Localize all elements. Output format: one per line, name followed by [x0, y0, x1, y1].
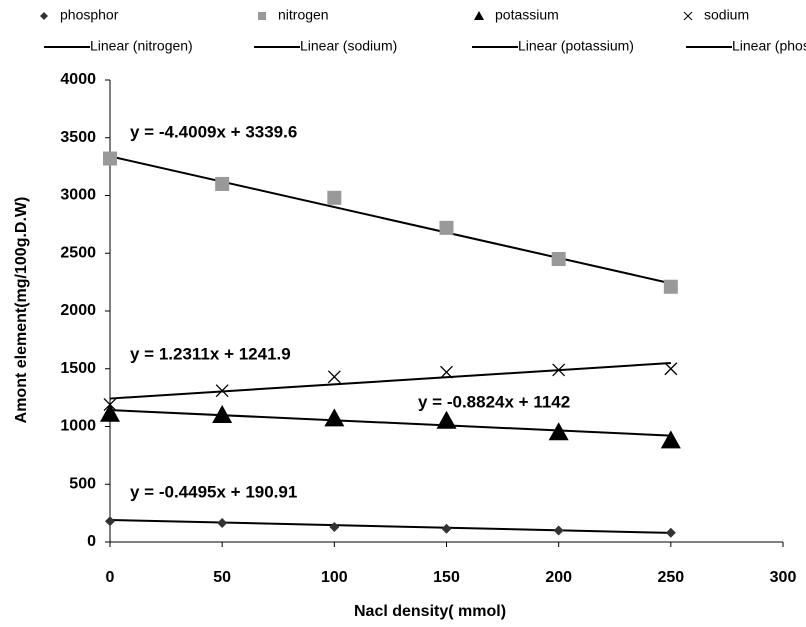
trendline [109, 362, 671, 400]
trendline [109, 155, 672, 285]
x-tick-label: 150 [433, 569, 460, 586]
trendline [109, 409, 671, 437]
x-tick-label: 50 [213, 569, 231, 586]
legend-label: phosphor [60, 7, 119, 23]
legend-label: nitrogen [278, 7, 329, 23]
data-point [103, 398, 117, 412]
legend-label: Linear (nitrogen) [90, 38, 193, 54]
data-point [553, 525, 564, 536]
y-tick-label: 0 [87, 533, 96, 550]
data-point [327, 190, 342, 205]
x-tick-label: 200 [545, 569, 572, 586]
data-point [324, 408, 345, 427]
legend-label: potassium [495, 7, 559, 23]
data-point [552, 363, 566, 377]
data-point [100, 403, 120, 422]
data-point [440, 365, 453, 379]
legend-label: Linear (phosphor) [732, 38, 806, 54]
x-axis-title: Nacl density( mmol) [354, 603, 506, 620]
data-point [436, 410, 457, 429]
data-point [327, 370, 341, 384]
data-point [441, 523, 452, 534]
data-point [548, 422, 569, 441]
x-tick-label: 300 [770, 569, 797, 586]
y-axis-title: Amont element(mg/100g.D.W) [13, 197, 30, 424]
y-tick-label: 1000 [60, 418, 96, 435]
data-point [551, 252, 566, 267]
data-point [329, 521, 340, 532]
data-point [215, 384, 229, 398]
data-point [663, 279, 678, 294]
x-tick-label: 0 [106, 569, 115, 586]
data-point [212, 404, 233, 423]
trendline-equation: y = -4.4009x + 3339.6 [130, 122, 297, 141]
data-point [665, 527, 676, 538]
legend-marker [40, 12, 48, 20]
y-tick-label: 4000 [60, 71, 96, 88]
trendline [109, 518, 671, 534]
y-tick-label: 2500 [60, 244, 96, 261]
data-point [217, 517, 228, 528]
data-point [215, 176, 230, 191]
y-tick-label: 3000 [60, 187, 96, 204]
data-point [103, 151, 117, 166]
y-tick-label: 1500 [60, 360, 96, 377]
y-tick-label: 3500 [60, 129, 96, 146]
legend-label: Linear (potassium) [518, 38, 634, 54]
y-tick-label: 2000 [60, 302, 96, 319]
x-tick-label: 100 [321, 569, 348, 586]
legend-marker [258, 12, 266, 20]
legend-label: sodium [704, 7, 749, 23]
data-point [439, 220, 454, 235]
x-tick-label: 250 [657, 569, 684, 586]
trendline-equation: y = -0.4495x + 190.91 [130, 482, 297, 501]
legend-marker [683, 11, 693, 21]
legend-marker [474, 11, 484, 20]
data-point [105, 516, 115, 527]
data-point [660, 430, 681, 449]
trendline-equation: y = 1.2311x + 1241.9 [130, 344, 291, 363]
legend-label: Linear (sodium) [300, 38, 397, 54]
y-tick-label: 500 [69, 475, 96, 492]
data-point [664, 362, 678, 376]
trendline-equation: y = -0.8824x + 1142 [418, 392, 570, 411]
